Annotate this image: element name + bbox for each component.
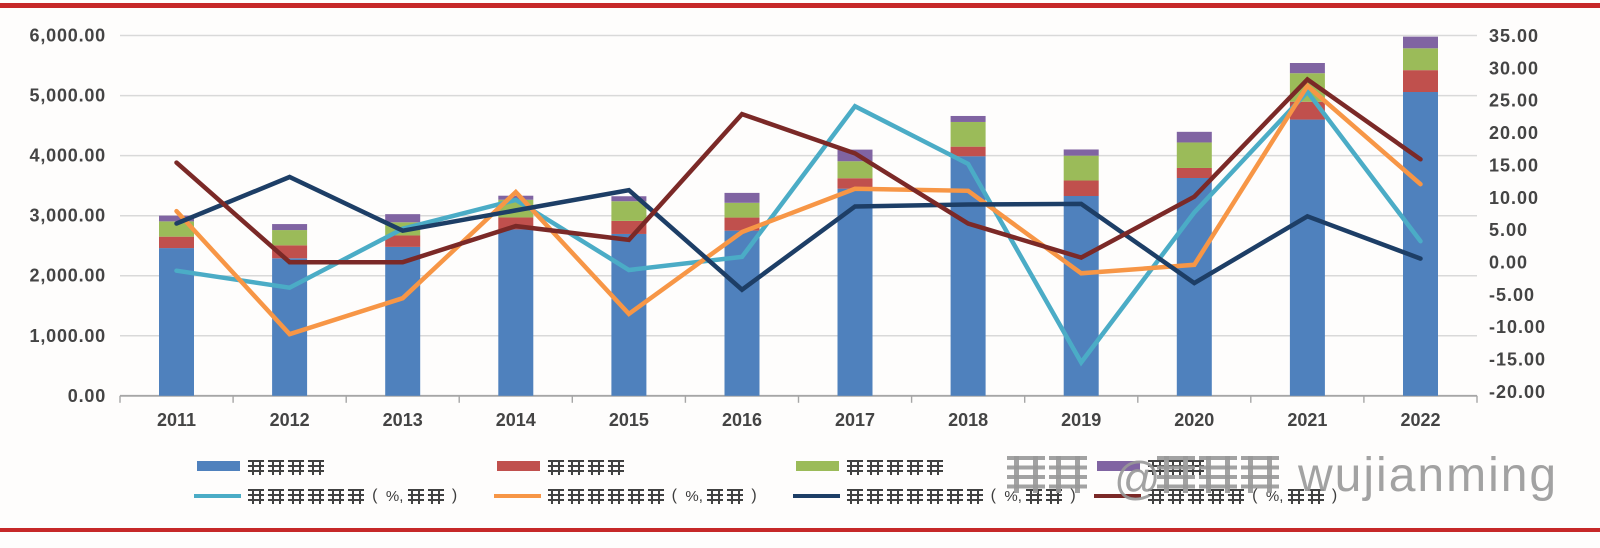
- svg-text:-5.00: -5.00: [1489, 285, 1535, 305]
- svg-text:2,000.00: 2,000.00: [30, 266, 106, 286]
- svg-text:2016: 2016: [722, 410, 762, 430]
- svg-text:2018: 2018: [948, 410, 988, 430]
- svg-text:-20.00: -20.00: [1489, 382, 1546, 402]
- svg-text:5.00: 5.00: [1489, 220, 1528, 240]
- svg-text:2020: 2020: [1174, 410, 1214, 430]
- svg-text:0.00: 0.00: [68, 386, 106, 406]
- svg-text:-10.00: -10.00: [1489, 317, 1546, 337]
- svg-text:2021: 2021: [1287, 410, 1327, 430]
- svg-text:2022: 2022: [1400, 410, 1440, 430]
- svg-text:10.00: 10.00: [1489, 188, 1539, 208]
- svg-text:15.00: 15.00: [1489, 155, 1539, 175]
- svg-text:25.00: 25.00: [1489, 91, 1539, 111]
- svg-text:35.00: 35.00: [1489, 26, 1539, 46]
- svg-text:20.00: 20.00: [1489, 123, 1539, 143]
- svg-text:2014: 2014: [496, 410, 536, 430]
- svg-text:2017: 2017: [835, 410, 875, 430]
- svg-text:2013: 2013: [383, 410, 423, 430]
- svg-text:4,000.00: 4,000.00: [30, 146, 106, 166]
- svg-text:0.00: 0.00: [1489, 253, 1528, 273]
- svg-text:2012: 2012: [270, 410, 310, 430]
- svg-text:6,000.00: 6,000.00: [30, 26, 106, 46]
- svg-text:-15.00: -15.00: [1489, 350, 1546, 370]
- svg-text:30.00: 30.00: [1489, 58, 1539, 78]
- svg-text:5,000.00: 5,000.00: [30, 86, 106, 106]
- svg-text:1,000.00: 1,000.00: [30, 326, 106, 346]
- svg-text:3,000.00: 3,000.00: [30, 206, 106, 226]
- svg-text:2011: 2011: [157, 410, 196, 430]
- svg-text:2015: 2015: [609, 410, 649, 430]
- svg-text:2019: 2019: [1061, 410, 1101, 430]
